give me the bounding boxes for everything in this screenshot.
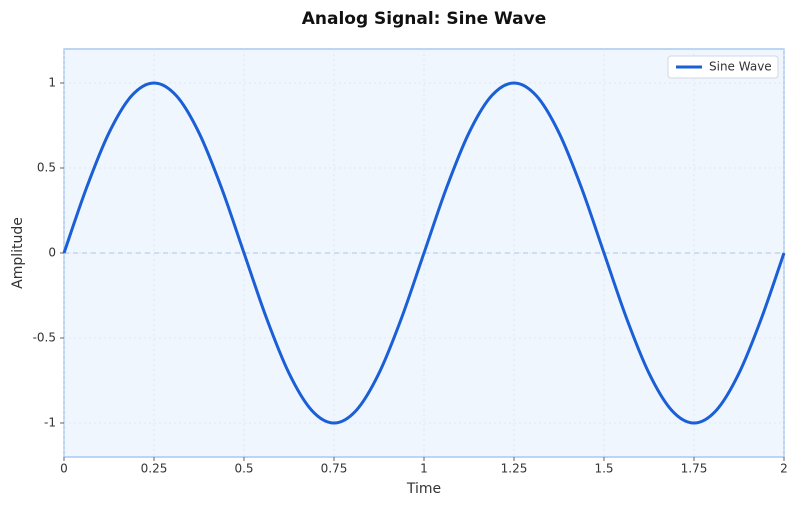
line-series	[62, 81, 786, 425]
x-tick-label: 2	[780, 462, 788, 476]
x-tick-label: 0.5	[234, 462, 253, 476]
y-tick-label: 0	[48, 246, 56, 260]
y-tick-label: -1	[44, 416, 56, 430]
legend-box	[667, 55, 779, 79]
x-tick-label: 1	[420, 462, 428, 476]
x-tick-label: 0.25	[141, 462, 168, 476]
legend-label: Sine Wave	[709, 60, 772, 74]
y-axis-label: Amplitude	[10, 217, 26, 289]
plot-layer: -1 -0.5 0 0.5 1 0 0.25 0.5 0.75 1 1.25 1.5 1.75 2 Sine…	[33, 49, 788, 476]
x-tick-label: 0	[60, 462, 68, 476]
y-tick-label: 0.5	[37, 161, 56, 175]
x-tick-label: 1.25	[501, 462, 528, 476]
y-tick-label: 1	[48, 76, 56, 90]
x-tick-label: 1.5	[594, 462, 613, 476]
x-axis-label: Time	[406, 481, 441, 497]
x-tick-label: 1.75	[681, 462, 708, 476]
chart-title: Analog Signal: Sine Wave	[302, 9, 547, 29]
x-tick-label: 0.75	[321, 462, 348, 476]
y-tick-label: -0.5	[33, 331, 56, 345]
